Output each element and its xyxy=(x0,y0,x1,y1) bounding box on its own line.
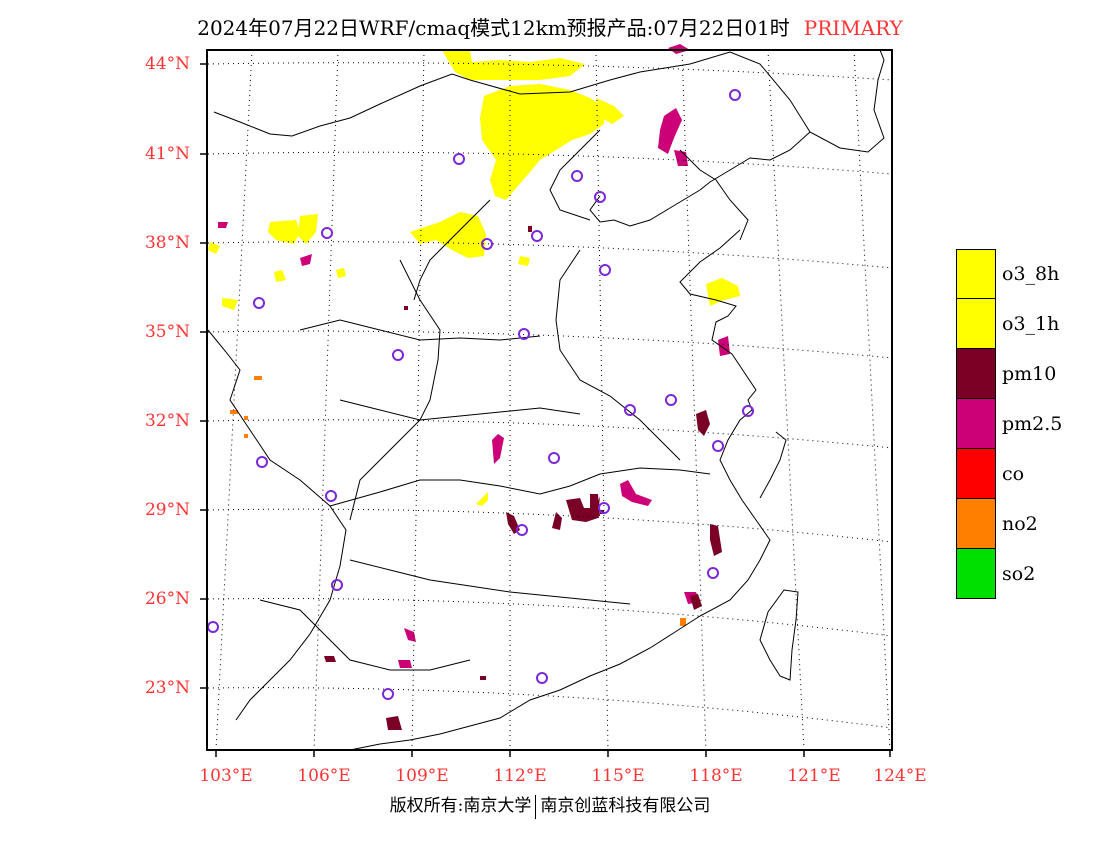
map-frame xyxy=(206,49,893,751)
lon-label-124e: 124°E xyxy=(873,766,927,786)
lat-label-29n: 29°N xyxy=(144,500,190,520)
lat-label-26n: 26°N xyxy=(144,589,190,609)
graticule xyxy=(207,49,893,751)
no2-patches xyxy=(230,376,686,626)
pm10-patches xyxy=(324,226,722,730)
legend-item-pm10: pm10 xyxy=(956,349,1100,399)
legend-label: co xyxy=(1002,463,1025,485)
lon-label-115e: 115°E xyxy=(591,766,645,786)
lon-label-121e: 121°E xyxy=(787,766,841,786)
legend-swatch xyxy=(956,549,996,599)
footer-separator xyxy=(535,794,537,819)
lat-label-32n: 32°N xyxy=(144,411,190,431)
legend-item-co: co xyxy=(956,449,1100,499)
lon-label-118e: 118°E xyxy=(689,766,743,786)
legend-label: so2 xyxy=(1002,563,1036,585)
legend-label: pm2.5 xyxy=(1002,413,1063,435)
o3-patches xyxy=(208,50,740,506)
legend-item-o3-1h: o3_1h xyxy=(956,299,1100,349)
title-text: 2024年07月22日WRF/cmaq模式12km预报产品:07月22日01时 xyxy=(197,16,790,40)
axis-ticks xyxy=(200,63,891,757)
boundaries xyxy=(207,49,885,751)
legend-item-pm25: pm2.5 xyxy=(956,399,1100,449)
legend-item-so2: so2 xyxy=(956,549,1100,599)
legend-item-o3-8h: o3_8h xyxy=(956,249,1100,299)
map-title: 2024年07月22日WRF/cmaq模式12km预报产品:07月22日01时 P… xyxy=(0,12,1100,41)
lat-label-44n: 44°N xyxy=(144,54,190,74)
legend-swatch xyxy=(956,299,996,349)
legend-label: o3_1h xyxy=(1002,313,1060,335)
legend-item-no2: no2 xyxy=(956,499,1100,549)
lon-label-109e: 109°E xyxy=(395,766,449,786)
lat-label-23n: 23°N xyxy=(144,678,190,698)
lat-label-35n: 35°N xyxy=(144,322,190,342)
pm25-patches xyxy=(218,44,730,668)
legend-swatch xyxy=(956,449,996,499)
legend-swatch xyxy=(956,249,996,299)
lon-label-103e: 103°E xyxy=(199,766,253,786)
legend-swatch xyxy=(956,399,996,449)
legend-swatch xyxy=(956,499,996,549)
copyright-left: 版权所有:南京大学 xyxy=(389,796,532,816)
copyright-right: 南京创蓝科技有限公司 xyxy=(540,796,711,816)
legend-label: no2 xyxy=(1002,513,1038,535)
lon-label-112e: 112°E xyxy=(493,766,547,786)
legend-swatch xyxy=(956,349,996,399)
lat-label-38n: 38°N xyxy=(144,233,190,253)
lon-label-106e: 106°E xyxy=(297,766,351,786)
primary-tag: PRIMARY xyxy=(803,16,903,40)
legend-label: pm10 xyxy=(1002,363,1057,385)
lat-label-41n: 41°N xyxy=(144,144,190,164)
city-markers xyxy=(207,89,754,700)
pollutant-legend: o3_8h o3_1h pm10 pm2.5 co no2 so2 xyxy=(956,249,1100,599)
copyright-footer: 版权所有:南京大学 南京创蓝科技有限公司 xyxy=(0,791,1100,819)
legend-label: o3_8h xyxy=(1002,263,1060,285)
